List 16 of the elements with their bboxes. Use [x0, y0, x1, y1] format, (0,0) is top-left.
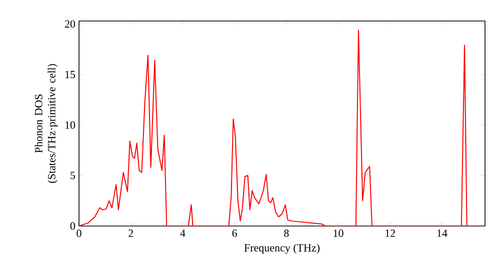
x-tick-label: 0	[76, 230, 82, 237]
x-tick-label: 2	[128, 230, 133, 237]
x-tick-label: 12	[386, 230, 396, 237]
x-axis-title: Frequency (THz)	[244, 244, 320, 254]
x-tick-label: 14	[437, 230, 448, 237]
y-tick-label: 0	[70, 222, 76, 230]
line-series	[79, 30, 485, 226]
y-axis-title: Phonon DOS (States/THz·primitive cell)	[34, 64, 58, 183]
x-tick-label: 4	[180, 230, 186, 237]
x-tick-label: 10	[334, 230, 344, 237]
x-tick-label: 8	[284, 230, 289, 237]
y-tick-label: 15	[65, 70, 76, 78]
y-tick-label: 5	[70, 172, 76, 180]
x-tick-label: 6	[232, 230, 237, 237]
y-tick-label: 10	[65, 121, 76, 129]
y-tick-label: 20	[64, 20, 76, 28]
